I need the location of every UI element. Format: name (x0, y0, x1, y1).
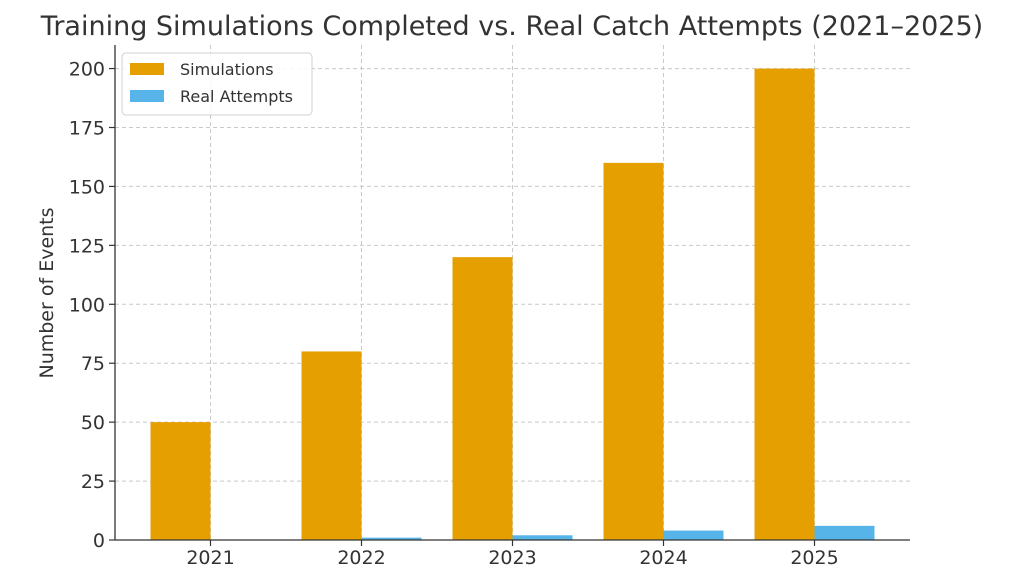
bar-real-attempts-2025 (814, 525, 875, 540)
bar-simulations-2021 (150, 422, 211, 540)
y-tick-label: 0 (93, 530, 105, 552)
bar-real-attempts-2022 (361, 537, 422, 540)
y-tick-label: 75 (81, 353, 105, 375)
x-tick-label: 2021 (186, 547, 234, 569)
bar-real-attempts-2024 (663, 530, 724, 540)
y-axis-label: Number of Events (36, 207, 58, 378)
y-tick-label: 125 (69, 235, 105, 257)
legend: Simulations Real Attempts (121, 52, 313, 116)
legend-swatch-simulations (130, 63, 164, 75)
y-tick-label: 50 (81, 412, 105, 434)
x-tick-labels: 2021 2022 2023 2024 2025 (186, 547, 838, 569)
chart-title: Training Simulations Completed vs. Real … (40, 11, 983, 42)
bar-simulations-2025 (754, 68, 815, 541)
y-tick-label: 100 (69, 294, 105, 316)
legend-swatch-real-attempts (130, 90, 164, 102)
y-tick-label: 25 (81, 471, 105, 493)
legend-label-simulations: Simulations (180, 60, 274, 79)
x-tick-label: 2023 (488, 547, 536, 569)
bars (150, 68, 875, 541)
x-tick-label: 2025 (790, 547, 838, 569)
y-tick-label: 200 (69, 59, 105, 81)
x-tick-label: 2022 (337, 547, 385, 569)
y-tick-label: 150 (69, 176, 105, 198)
bar-simulations-2022 (301, 351, 362, 540)
y-tick-label: 175 (69, 118, 105, 140)
bar-simulations-2024 (603, 162, 664, 540)
bar-simulations-2023 (452, 257, 513, 540)
bar-real-attempts-2023 (512, 535, 573, 540)
axes (109, 45, 910, 546)
legend-box (121, 52, 313, 116)
y-tick-labels: 0 25 50 75 100 125 150 175 200 (69, 59, 105, 552)
legend-label-real-attempts: Real Attempts (180, 87, 293, 106)
x-tick-label: 2024 (639, 547, 687, 569)
